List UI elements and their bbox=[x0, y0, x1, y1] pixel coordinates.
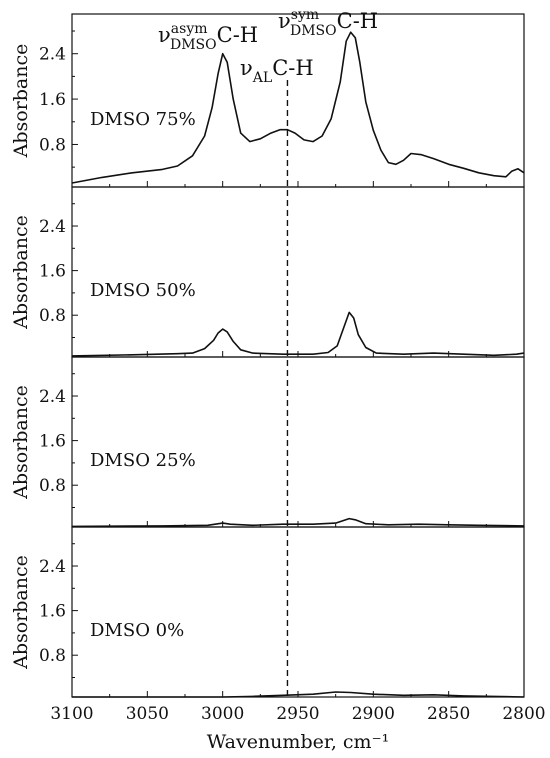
panel-1: 0.8 1.6 2.4 Absorbance DMSO 75% bbox=[10, 13, 525, 188]
x-tick-label: 2900 bbox=[352, 704, 395, 724]
panel-label: DMSO 0% bbox=[90, 620, 184, 641]
x-tick-label: 3000 bbox=[201, 704, 244, 724]
x-tick-label: 3100 bbox=[50, 704, 93, 724]
y-tick-label: 0.8 bbox=[39, 646, 66, 666]
panel-label: DMSO 25% bbox=[90, 450, 196, 471]
panel-frame bbox=[71, 13, 525, 188]
y-tick-label: 2.4 bbox=[39, 217, 66, 237]
y-axis-title: Absorbance bbox=[10, 385, 32, 500]
x-tick-label: 2800 bbox=[502, 704, 545, 724]
peak-label: νALC-H bbox=[240, 56, 314, 86]
y-tick-label: 2.4 bbox=[39, 557, 66, 577]
y-tick-label: 1.6 bbox=[39, 602, 66, 622]
y-tick-label: 0.8 bbox=[39, 306, 66, 326]
spectrum-line-3 bbox=[71, 517, 525, 528]
x-tick-label: 2950 bbox=[276, 704, 319, 724]
panel-frame bbox=[71, 186, 525, 358]
y-tick-label: 1.6 bbox=[39, 432, 66, 452]
y-tick-label: 0.8 bbox=[39, 135, 66, 155]
y-axis-title: Absorbance bbox=[10, 44, 32, 159]
peak-label: νasym DMSOC-H bbox=[158, 21, 258, 53]
spectrum-line-1 bbox=[71, 31, 525, 184]
peak-label: νsym DMSOC-H bbox=[278, 7, 378, 39]
spectrum-line-4 bbox=[72, 691, 525, 698]
panel-4: 0.8 1.6 2.4 Absorbance DMSO 0% bbox=[10, 526, 525, 698]
panel-label: DMSO 75% bbox=[90, 109, 196, 130]
y-axis-title: Absorbance bbox=[10, 215, 32, 330]
panel-label: DMSO 50% bbox=[90, 280, 196, 301]
x-axis-title: Wavenumber, cm⁻¹ bbox=[207, 731, 389, 753]
x-tick-label: 2850 bbox=[427, 704, 470, 724]
panel-2: 0.8 1.6 2.4 Absorbance DMSO 50% bbox=[10, 186, 525, 358]
y-tick-label: 1.6 bbox=[39, 90, 66, 110]
x-tick-label: 3050 bbox=[126, 704, 169, 724]
panel-frame bbox=[71, 526, 525, 698]
y-tick-label: 2.4 bbox=[39, 387, 66, 407]
spectrum-line-2 bbox=[71, 311, 525, 357]
y-axis-title: Absorbance bbox=[10, 555, 32, 670]
y-tick-label: 2.4 bbox=[39, 45, 66, 65]
panel-frame bbox=[71, 356, 525, 528]
y-tick-label: 0.8 bbox=[39, 476, 66, 496]
panel-3: 0.8 1.6 2.4 Absorbance DMSO 25% bbox=[10, 356, 525, 528]
y-tick-label: 1.6 bbox=[39, 262, 66, 282]
